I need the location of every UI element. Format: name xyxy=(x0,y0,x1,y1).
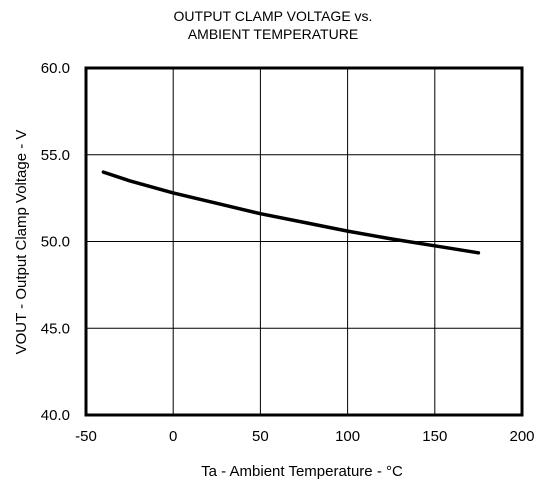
y-tick-label: 50.0 xyxy=(41,234,70,251)
x-tick-label: 0 xyxy=(169,428,177,445)
x-tick-labels: -50 0 50 100 150 200 xyxy=(75,428,534,445)
chart-title-line-2: AMBIENT TEMPERATURE xyxy=(188,26,358,42)
y-axis-label: VOUT - Output Clamp Voltage - V xyxy=(13,130,30,355)
y-tick-label: 60.0 xyxy=(41,60,70,77)
grid-lines xyxy=(86,68,522,415)
y-tick-labels: 40.0 45.0 50.0 55.0 60.0 xyxy=(41,60,70,424)
x-tick-label: 150 xyxy=(422,428,447,445)
y-tick-label: 40.0 xyxy=(41,407,70,424)
x-axis-label: Ta - Ambient Temperature - °C xyxy=(201,463,403,480)
y-tick-label: 45.0 xyxy=(41,320,70,337)
x-tick-label: -50 xyxy=(75,428,97,445)
plot-frame xyxy=(84,66,524,417)
data-series xyxy=(101,170,481,255)
chart-title-line-1: OUTPUT CLAMP VOLTAGE vs. xyxy=(174,8,373,24)
x-tick-label: 100 xyxy=(335,428,360,445)
y-tick-label: 55.0 xyxy=(41,147,70,164)
x-tick-label: 200 xyxy=(509,428,534,445)
x-tick-label: 50 xyxy=(252,428,269,445)
series-line xyxy=(101,170,481,255)
